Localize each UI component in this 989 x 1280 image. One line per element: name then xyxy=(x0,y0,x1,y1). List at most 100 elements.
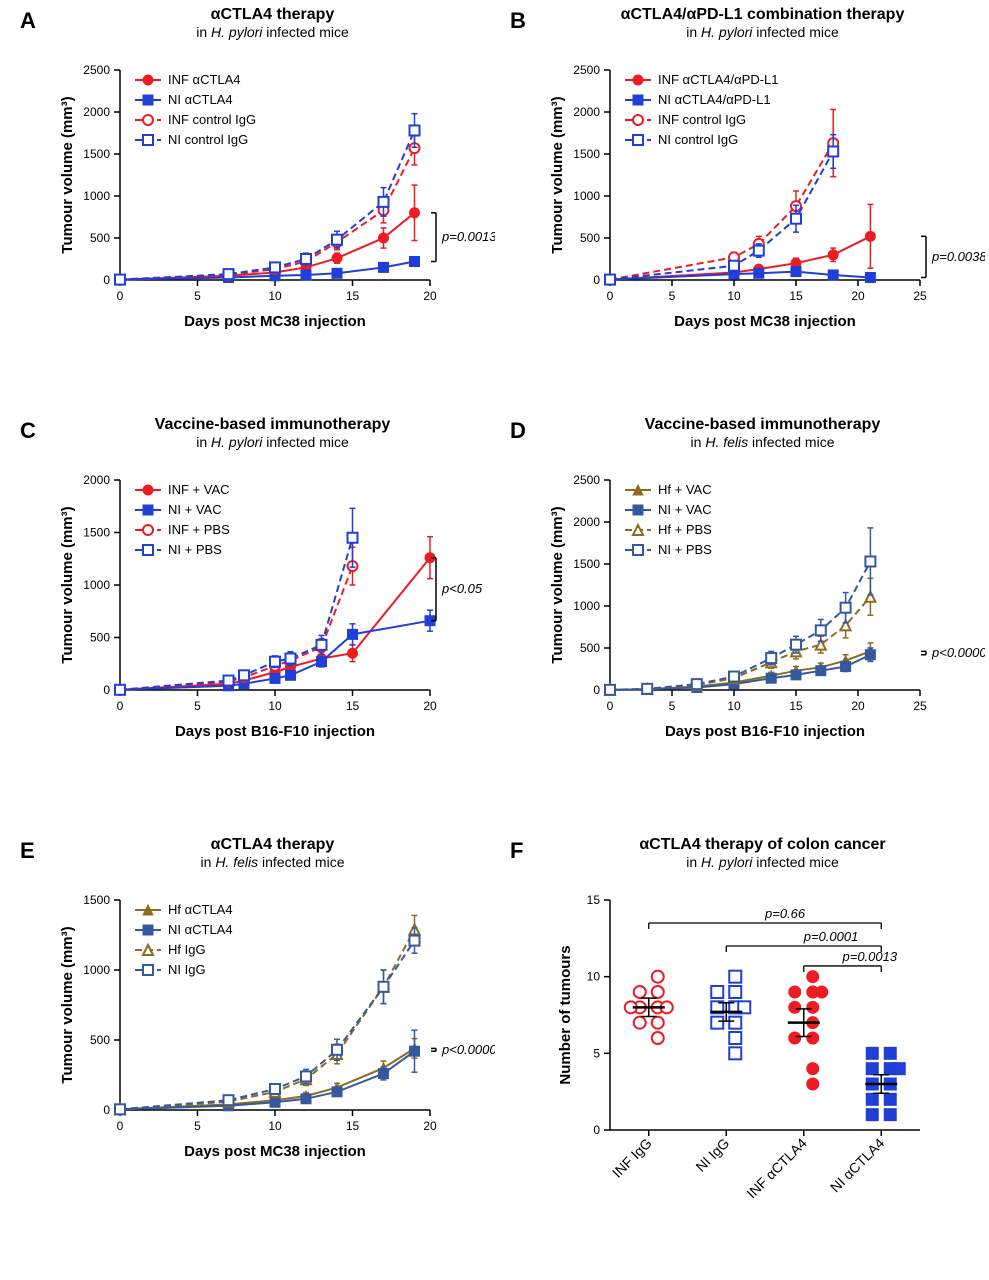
chart-title: αCTLA4 therapy xyxy=(50,836,495,854)
svg-text:500: 500 xyxy=(580,231,600,245)
legend-item-2: INF control IgG xyxy=(658,112,746,127)
chart-subtitle: in H. pylori infected mice xyxy=(540,24,985,40)
svg-text:10: 10 xyxy=(268,1119,282,1133)
svg-text:0: 0 xyxy=(593,683,600,697)
svg-text:500: 500 xyxy=(580,641,600,655)
svg-text:10: 10 xyxy=(587,970,601,984)
y-axis-label: Number of tumours xyxy=(557,945,574,1084)
svg-text:10: 10 xyxy=(268,699,282,713)
svg-text:1000: 1000 xyxy=(83,578,110,592)
panel-D-svg: 051015202505001000150020002500Days post … xyxy=(540,410,985,790)
svg-text:0: 0 xyxy=(117,699,124,713)
panel-E-svg: 05101520050010001500Days post MC38 injec… xyxy=(50,830,495,1210)
panel-C-label: C xyxy=(20,418,36,444)
svg-text:2500: 2500 xyxy=(573,473,600,487)
svg-text:5: 5 xyxy=(669,289,676,303)
panel-F-label: F xyxy=(510,838,523,864)
svg-text:1000: 1000 xyxy=(83,189,110,203)
legend-item-3: NI control IgG xyxy=(168,132,248,147)
svg-text:10: 10 xyxy=(727,699,741,713)
svg-text:15: 15 xyxy=(346,289,360,303)
svg-text:2000: 2000 xyxy=(573,105,600,119)
x-axis-label: Days post MC38 injection xyxy=(674,313,856,330)
svg-text:5: 5 xyxy=(194,289,201,303)
svg-text:25: 25 xyxy=(913,699,927,713)
panel-E: EαCTLA4 therapyin H. felis infected mice… xyxy=(50,830,495,1210)
y-axis-label: Tumour volume (mm³) xyxy=(549,506,566,663)
legend-item-2: INF control IgG xyxy=(168,112,256,127)
cat-label-2: INF αCTLA4 xyxy=(743,1135,810,1202)
svg-text:2000: 2000 xyxy=(83,473,110,487)
panel-C: CVaccine-based immunotherapyin H. pylori… xyxy=(50,410,495,790)
panel-E-title-block: αCTLA4 therapyin H. felis infected mice xyxy=(50,836,495,870)
series-2-line xyxy=(120,566,353,690)
svg-text:1000: 1000 xyxy=(573,599,600,613)
panel-D-title-block: Vaccine-based immunotherapyin H. felis i… xyxy=(540,416,985,450)
panel-F-svg: 051015Number of tumoursINF IgGNI IgGINF … xyxy=(540,830,985,1260)
legend-item-2: Hf IgG xyxy=(168,942,206,957)
panel-C-svg: 051015200500100015002000Days post B16-F1… xyxy=(50,410,495,790)
legend-item-3: NI control IgG xyxy=(658,132,738,147)
panel-A-label: A xyxy=(20,8,36,34)
svg-text:10: 10 xyxy=(268,289,282,303)
svg-text:20: 20 xyxy=(423,699,437,713)
series-3-line xyxy=(120,941,415,1110)
panel-F: FαCTLA4 therapy of colon cancerin H. pyl… xyxy=(540,830,985,1260)
chart-title: αCTLA4/αPD-L1 combination therapy xyxy=(540,6,985,24)
svg-text:5: 5 xyxy=(194,699,201,713)
svg-text:0: 0 xyxy=(117,289,124,303)
panel-A-svg: 0510152005001000150020002500Days post MC… xyxy=(50,0,495,380)
p-value: p<0.05 xyxy=(441,581,483,596)
legend-item-3: NI IgG xyxy=(168,962,206,977)
legend-item-0: INF + VAC xyxy=(168,482,230,497)
chart-subtitle: in H. felis infected mice xyxy=(50,854,495,870)
series-2-line xyxy=(610,597,870,690)
cat-label-3: NI αCTLA4 xyxy=(827,1135,888,1196)
svg-text:0: 0 xyxy=(103,1103,110,1117)
legend-item-1: NI + VAC xyxy=(168,502,222,517)
svg-text:15: 15 xyxy=(587,893,601,907)
y-axis-label: Tumour volume (mm³) xyxy=(59,96,76,253)
y-axis-label: Tumour volume (mm³) xyxy=(59,926,76,1083)
svg-text:0: 0 xyxy=(593,1123,600,1137)
legend-item-1: NI + VAC xyxy=(658,502,712,517)
p-value: p=0.0001 xyxy=(803,929,859,944)
svg-text:20: 20 xyxy=(423,1119,437,1133)
legend-item-1: NI αCTLA4/αPD-L1 xyxy=(658,92,771,107)
panel-F-title-block: αCTLA4 therapy of colon cancerin H. pylo… xyxy=(540,836,985,870)
svg-text:5: 5 xyxy=(593,1046,600,1060)
chart-title: αCTLA4 therapy of colon cancer xyxy=(540,836,985,854)
panel-B-svg: 051015202505001000150020002500Days post … xyxy=(540,0,985,380)
svg-text:15: 15 xyxy=(789,289,803,303)
svg-text:1500: 1500 xyxy=(83,526,110,540)
legend-item-0: Hf αCTLA4 xyxy=(168,902,233,917)
series-3-line xyxy=(610,561,870,689)
p-value: p<0.00001 xyxy=(441,1042,495,1057)
panel-B-title-block: αCTLA4/αPD-L1 combination therapyin H. p… xyxy=(540,6,985,40)
chart-title: Vaccine-based immunotherapy xyxy=(50,416,495,434)
svg-text:0: 0 xyxy=(117,1119,124,1133)
svg-text:0: 0 xyxy=(607,699,614,713)
x-axis-label: Days post B16-F10 injection xyxy=(175,723,375,740)
p-value: p<0.00001 xyxy=(931,645,985,660)
cat-label-0: INF IgG xyxy=(609,1135,655,1181)
svg-text:2000: 2000 xyxy=(83,105,110,119)
svg-text:0: 0 xyxy=(103,273,110,287)
svg-text:2500: 2500 xyxy=(573,63,600,77)
p-value: p=0.0013 xyxy=(842,949,898,964)
svg-text:25: 25 xyxy=(913,289,927,303)
svg-text:2500: 2500 xyxy=(83,63,110,77)
svg-text:1500: 1500 xyxy=(573,147,600,161)
svg-text:20: 20 xyxy=(851,699,865,713)
panel-A: AαCTLA4 therapyin H. pylori infected mic… xyxy=(50,0,495,380)
chart-subtitle: in H. felis infected mice xyxy=(540,434,985,450)
svg-text:1500: 1500 xyxy=(83,893,110,907)
svg-text:1500: 1500 xyxy=(83,147,110,161)
svg-text:1000: 1000 xyxy=(573,189,600,203)
svg-text:5: 5 xyxy=(669,699,676,713)
legend-item-2: INF + PBS xyxy=(168,522,230,537)
legend-item-2: Hf + PBS xyxy=(658,522,712,537)
p-value: p=0.66 xyxy=(764,906,806,921)
chart-subtitle: in H. pylori infected mice xyxy=(50,24,495,40)
svg-text:2000: 2000 xyxy=(573,515,600,529)
